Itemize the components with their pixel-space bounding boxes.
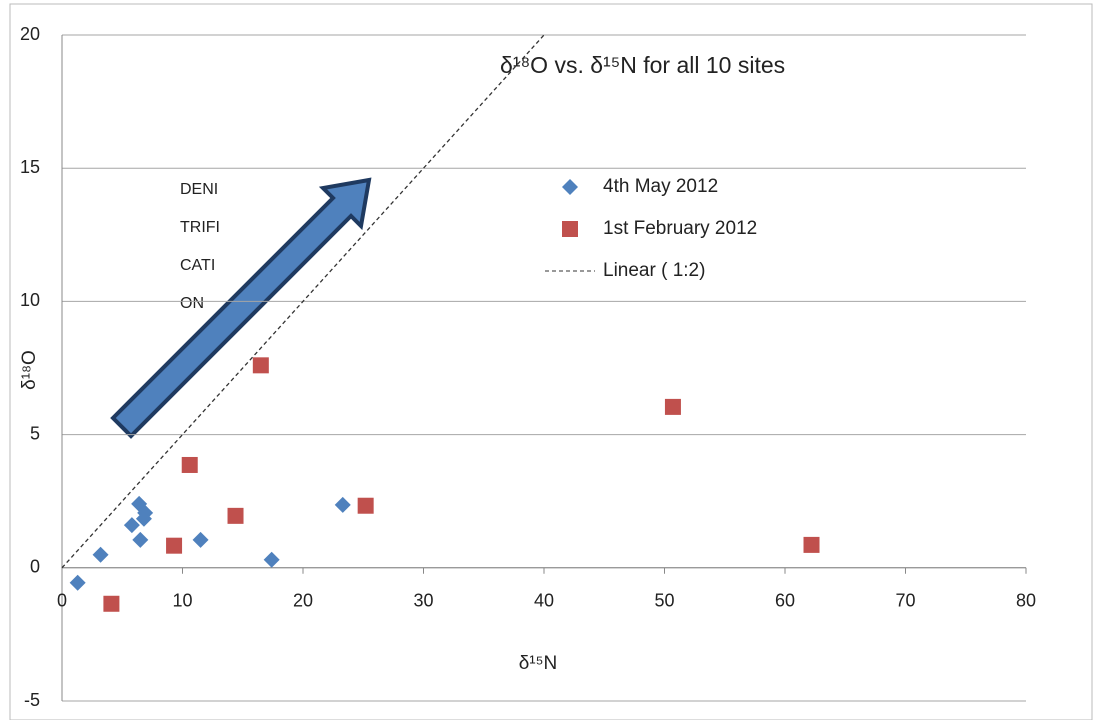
y-tick-label: 0 xyxy=(30,557,40,577)
x-tick-label: 0 xyxy=(57,591,67,611)
annotation: TRIFI xyxy=(180,219,220,236)
x-tick-label: 80 xyxy=(1016,591,1036,611)
chart-title: δ¹⁸O vs. δ¹⁵N for all 10 sites xyxy=(500,52,785,78)
point xyxy=(334,496,351,513)
point xyxy=(357,497,374,514)
x-tick-label: 40 xyxy=(534,591,554,611)
y-axis-label: δ¹⁸O xyxy=(19,350,40,390)
x-axis-label: δ¹⁵N xyxy=(519,653,558,674)
x-tick-label: 20 xyxy=(293,591,313,611)
x-tick-label: 50 xyxy=(654,591,674,611)
arrow xyxy=(110,177,372,439)
annotation: DENI xyxy=(180,181,218,198)
legend-label: 4th May 2012 xyxy=(603,176,718,197)
point xyxy=(135,510,152,527)
legend-key xyxy=(562,221,578,237)
legend-label: 1st February 2012 xyxy=(603,218,757,239)
point xyxy=(69,574,86,591)
point xyxy=(181,456,198,473)
point xyxy=(263,551,280,568)
point xyxy=(103,595,120,612)
point xyxy=(123,517,140,534)
point xyxy=(132,531,149,548)
point xyxy=(227,507,244,524)
legend-key xyxy=(562,179,578,195)
annotation: CATI xyxy=(180,257,215,274)
point xyxy=(803,536,820,553)
point xyxy=(92,546,109,563)
y-tick-label: -5 xyxy=(24,690,40,710)
y-tick-label: 10 xyxy=(20,290,40,310)
trend-line xyxy=(61,34,545,569)
x-tick-label: 60 xyxy=(775,591,795,611)
point xyxy=(166,537,183,554)
x-tick-label: 30 xyxy=(413,591,433,611)
point xyxy=(252,357,269,374)
annotation: ON xyxy=(180,295,204,312)
x-tick-label: 70 xyxy=(895,591,915,611)
point xyxy=(192,531,209,548)
y-tick-label: 20 xyxy=(20,24,40,44)
y-tick-label: 5 xyxy=(30,423,40,443)
legend-label: Linear ( 1:2) xyxy=(603,260,705,281)
y-tick-label: 15 xyxy=(20,157,40,177)
x-tick-label: 10 xyxy=(172,591,192,611)
point xyxy=(664,398,681,415)
